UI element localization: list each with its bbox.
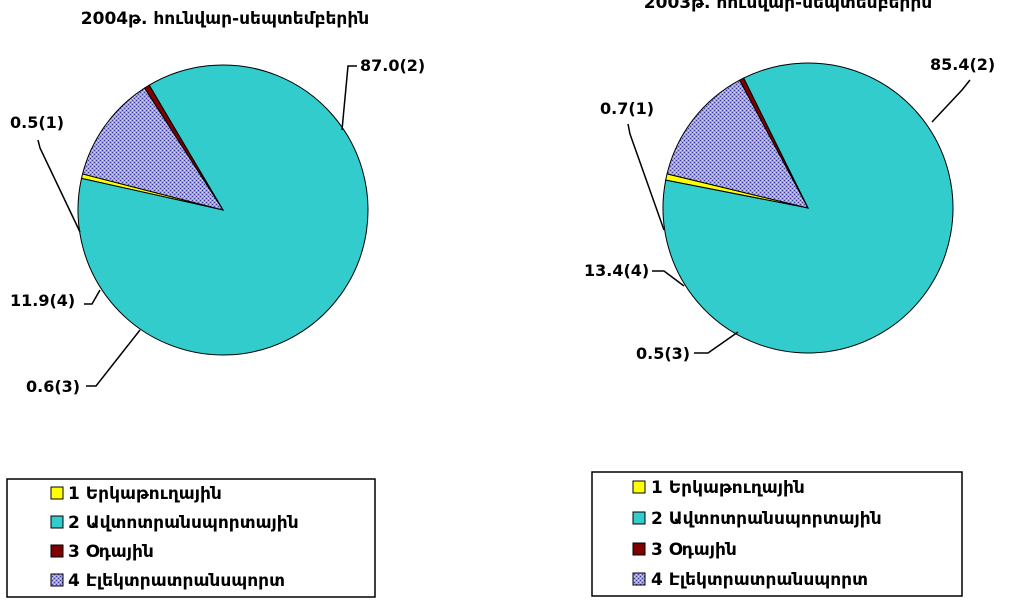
pie-slice-2003-electric <box>666 79 809 209</box>
leader-line-2004-electric <box>84 289 101 305</box>
legend-swatch-rail <box>632 480 646 494</box>
legend-label-road: 2 Ավտոտրանսպորտային <box>651 509 882 529</box>
legend-swatch-air <box>50 544 64 558</box>
data-label-2003-road: 85.4(2) <box>930 55 995 74</box>
legend-swatch-road <box>632 511 646 525</box>
leader-line-2004-rail <box>37 139 81 233</box>
leader-line-2003-electric <box>652 270 685 287</box>
data-label-2004-rail: 0.5(1) <box>10 113 64 132</box>
legend-swatch-road <box>50 515 64 529</box>
legend-box <box>591 471 963 597</box>
leader-line-2003-air <box>694 331 739 354</box>
pie-2004 <box>77 64 369 356</box>
legend-label-electric: 4 Էլեկտրատրանսպորտ <box>68 571 285 591</box>
leader-line-2003-rail <box>627 123 665 231</box>
data-label-2003-air: 0.5(3) <box>636 344 690 363</box>
legend-swatch-electric <box>632 572 646 586</box>
pie-2003 <box>662 62 954 354</box>
data-label-2004-air: 0.6(3) <box>26 377 80 396</box>
chart-title-2003: 2003թ. հունվար-սեպտեմբերին <box>644 0 932 13</box>
leader-line-2003-road <box>931 79 971 123</box>
legend-label-air: 3 Օդային <box>68 542 154 562</box>
legend-2004: 1 Երկաթուղային 2 Ավտոտրանսպորտային 3 Օդա… <box>6 478 376 598</box>
data-label-2004-electric: 11.9(4) <box>10 291 75 310</box>
data-label-2004-road: 87.0(2) <box>360 56 425 75</box>
legend-2003: 1 Երկաթուղային 2 Ավտոտրանսպորտային 3 Օդա… <box>591 471 963 597</box>
leader-line-2004-air <box>86 329 141 387</box>
data-label-2003-electric: 13.4(4) <box>584 261 649 280</box>
legend-label-rail: 1 Երկաթուղային <box>68 484 222 504</box>
legend-label-electric: 4 Էլեկտրատրանսպորտ <box>651 570 868 590</box>
legend-label-road: 2 Ավտոտրանսպորտային <box>68 513 299 533</box>
data-label-2003-rail: 0.7(1) <box>600 99 654 118</box>
legend-box <box>6 478 376 598</box>
legend-label-rail: 1 Երկաթուղային <box>651 478 805 498</box>
legend-swatch-electric <box>50 573 64 587</box>
pie-slice-2004-electric <box>81 87 225 211</box>
chart-title-2004: 2004թ. հունվար-սեպտեմբերին <box>81 9 369 29</box>
legend-label-air: 3 Օդային <box>651 540 737 560</box>
leader-line-2004-road <box>341 65 357 131</box>
legend-swatch-rail <box>50 486 64 500</box>
legend-swatch-air <box>632 542 646 556</box>
